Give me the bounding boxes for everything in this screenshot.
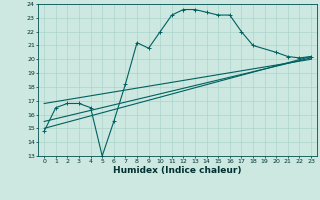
X-axis label: Humidex (Indice chaleur): Humidex (Indice chaleur)	[113, 166, 242, 175]
